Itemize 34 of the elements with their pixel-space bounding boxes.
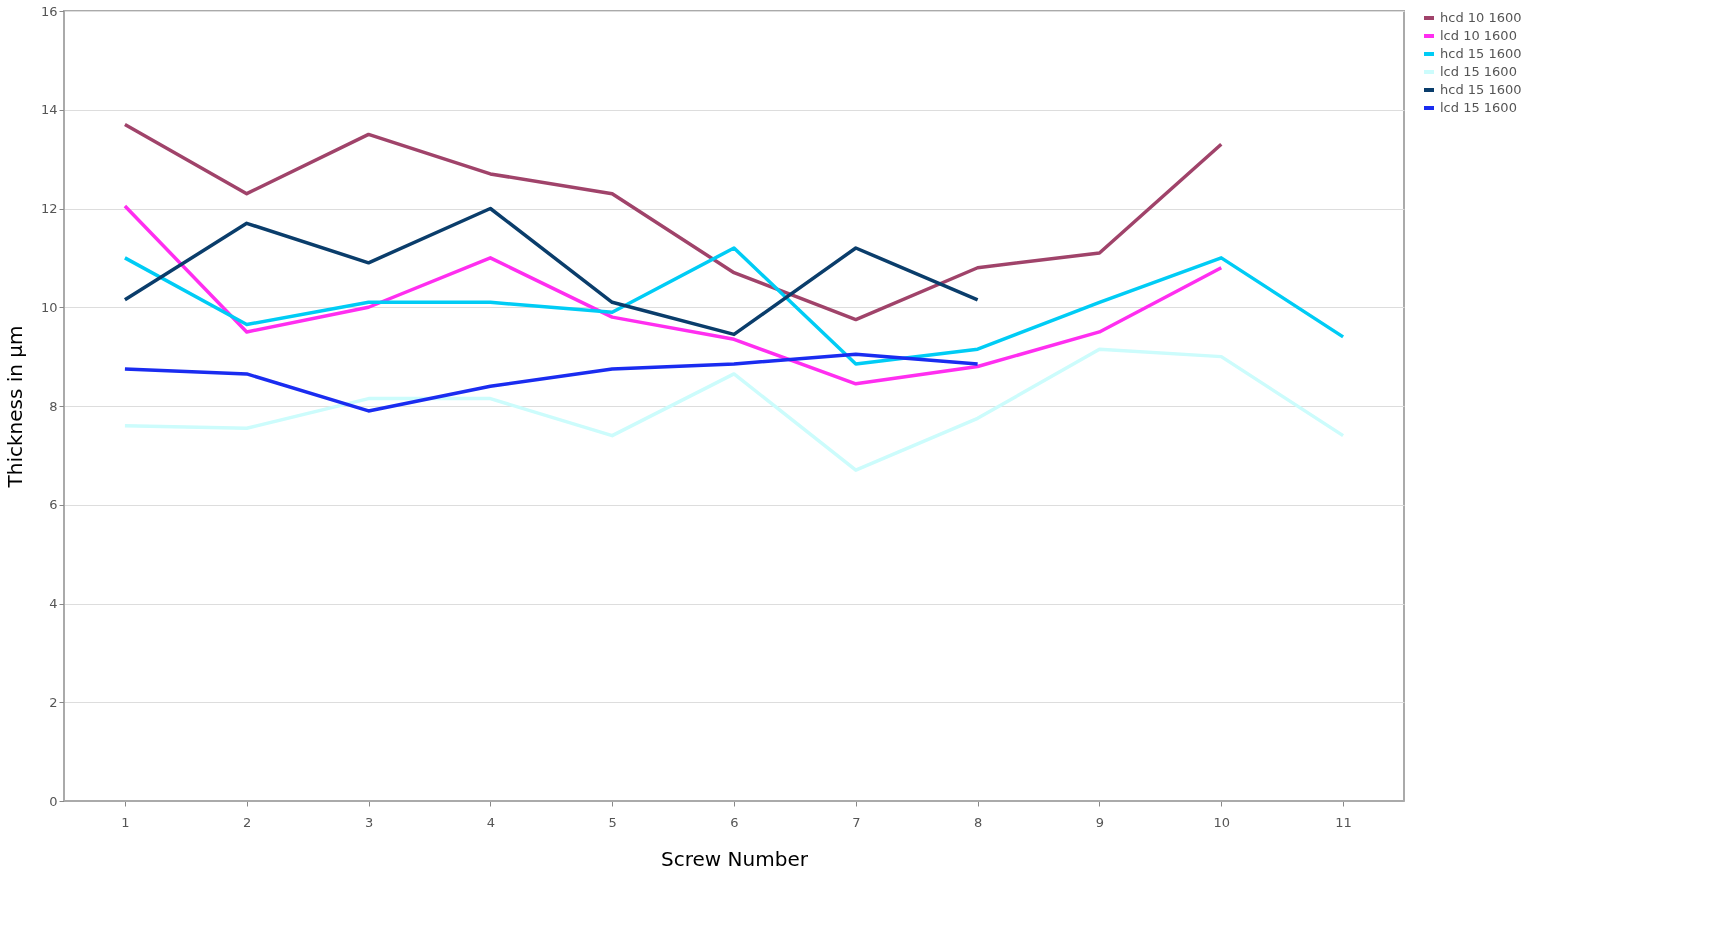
x-tick-label: 5 — [608, 814, 617, 830]
x-axis-title: Screw Number — [661, 846, 809, 871]
y-tick-label: 16 — [40, 3, 58, 19]
legend-label: lcd 15 1600 — [1440, 64, 1517, 79]
line-series — [123, 347, 1345, 472]
line-series — [123, 204, 1224, 386]
x-tick-label: 8 — [974, 814, 983, 830]
x-tick-label: 2 — [243, 814, 252, 830]
line-series — [123, 352, 980, 413]
y-tick-label: 6 — [49, 497, 58, 513]
x-tick-label: 10 — [1213, 814, 1231, 830]
x-tick-label: 11 — [1335, 814, 1352, 830]
legend-label: hcd 10 1600 — [1440, 10, 1522, 25]
legend-label: lcd 15 1600 — [1440, 100, 1517, 115]
x-tick-label: 9 — [1095, 814, 1105, 830]
y-tick-label: 0 — [49, 793, 58, 809]
x-tick-label: 6 — [730, 814, 739, 830]
y-tick-label: 14 — [40, 102, 58, 118]
legend-label: hcd 15 1600 — [1440, 46, 1522, 61]
y-tick-label: 10 — [40, 299, 58, 315]
x-tick-label: 7 — [852, 814, 861, 830]
legend-label: lcd 10 1600 — [1440, 28, 1517, 43]
y-tick-label: 12 — [40, 201, 58, 216]
line-series — [123, 122, 1224, 322]
x-tick-label: 4 — [486, 814, 495, 830]
x-tick-label: 1 — [121, 814, 130, 830]
line-series — [123, 246, 1345, 366]
y-axis-title: Thickness in µm — [2, 325, 27, 489]
y-tick-label: 8 — [49, 398, 58, 414]
y-tick-label: 4 — [49, 596, 58, 611]
line-series — [123, 206, 980, 337]
legend-label: hcd 15 1600 — [1440, 82, 1522, 97]
y-tick-label: 2 — [49, 694, 58, 710]
x-tick-label: 3 — [364, 814, 374, 830]
